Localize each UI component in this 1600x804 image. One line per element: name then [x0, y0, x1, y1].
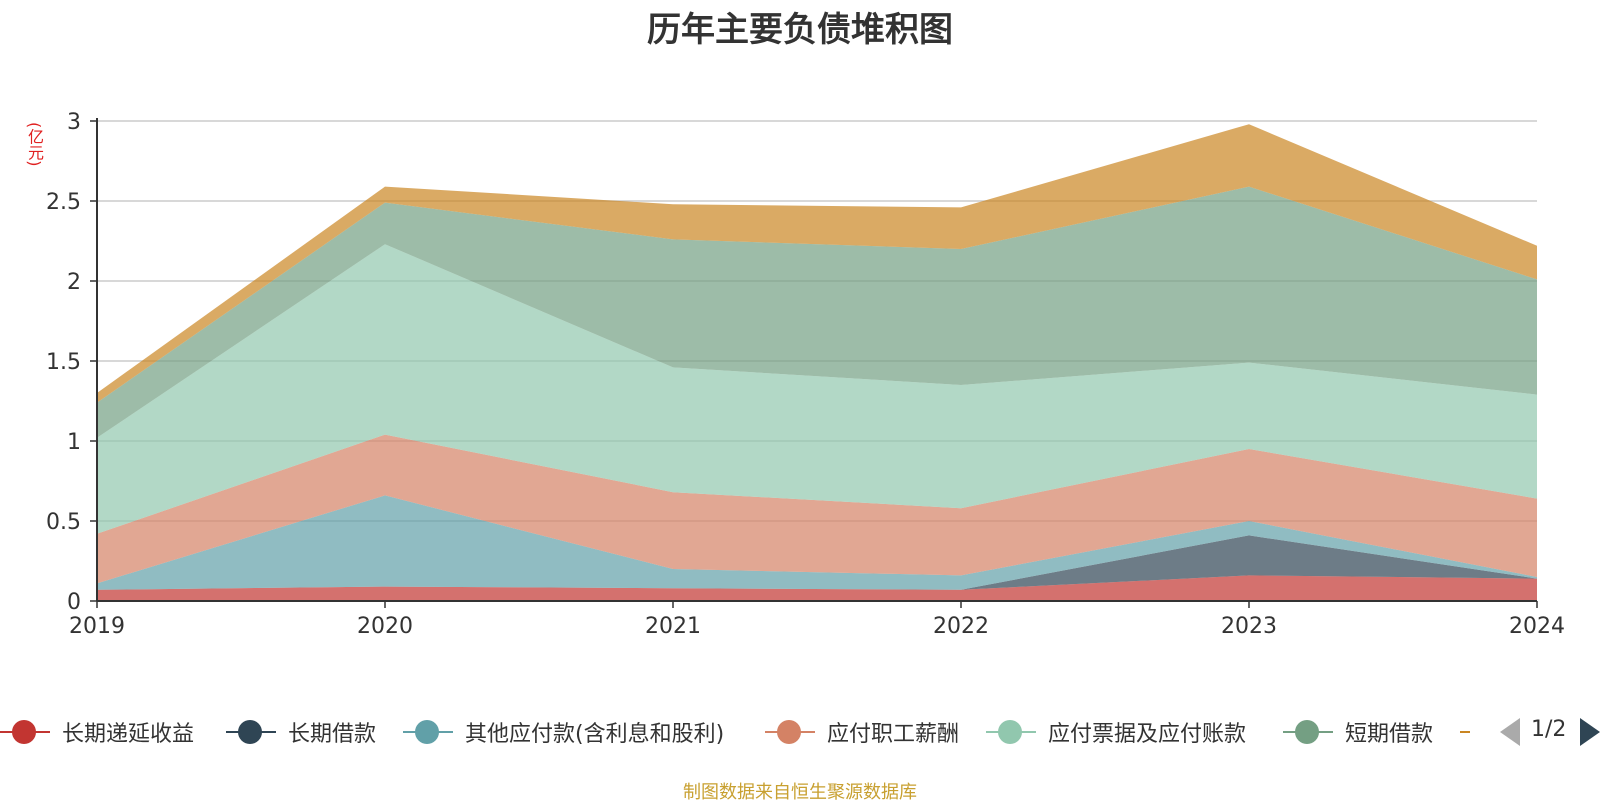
x-tick-label: 2024: [1509, 614, 1565, 639]
y-tick-label: 2.5: [46, 190, 81, 215]
legend-marker-icon: [765, 712, 815, 752]
legend-item[interactable]: 其他应付款(含利息和股利): [403, 712, 724, 752]
legend: 长期递延收益 长期借款 其他应付款(含利息和股利) 应付职工薪酬 应付票据及应付账款 短期…: [0, 712, 1600, 752]
legend-item[interactable]: 长期借款: [226, 712, 376, 752]
source-note: 制图数据来自恒生聚源数据库: [683, 782, 917, 803]
area-series-其他: [97, 124, 1537, 403]
axes: 0 0.5 1 1.5 2 2.5 3 2019 2020 2021 2022 2023 2024: [46, 110, 1565, 639]
area-series-短期借款: [97, 186, 1537, 438]
legend-label: 短期借款: [1345, 722, 1434, 747]
area-series-长期递延收益: [97, 575, 1537, 601]
legend-label: 其他应付款(含利息和股利): [465, 722, 725, 747]
x-tick-label: 2019: [69, 614, 125, 639]
y-tick-label: 3: [67, 110, 81, 135]
y-tick-label: 1: [67, 430, 81, 455]
area-series: [97, 124, 1537, 601]
legend-label: 长期递延收益: [62, 722, 195, 747]
y-tick-label: 2: [67, 270, 81, 295]
area-series-应付票据及应付账款: [97, 244, 1537, 534]
legend-marker-icon: [1283, 712, 1333, 752]
area-series-其他应付款(含利息和股利): [97, 495, 1537, 590]
legend-label: 长期借款: [288, 722, 377, 747]
y-tick-label: 1.5: [46, 350, 81, 375]
legend-item[interactable]: 长期递延收益: [0, 712, 194, 752]
y-tick-label: 0.5: [46, 510, 81, 535]
x-tick-label: 2022: [933, 614, 989, 639]
y-axis-unit-label: (亿元): [25, 122, 44, 167]
legend-label: 应付票据及应付账款: [1048, 722, 1247, 747]
legend-marker-icon: [403, 712, 453, 752]
legend-item[interactable]: 应付职工薪酬: [765, 712, 959, 752]
legend-item-clipped[interactable]: [1460, 712, 1470, 752]
x-tick-label: 2021: [645, 614, 701, 639]
x-tick-label: 2023: [1221, 614, 1277, 639]
legend-prev-page-button[interactable]: [1500, 718, 1520, 746]
legend-label: 应付职工薪酬: [827, 722, 960, 747]
legend-marker-icon: [1460, 712, 1470, 752]
legend-item[interactable]: 应付票据及应付账款: [986, 712, 1246, 752]
legend-marker-icon: [986, 712, 1036, 752]
legend-next-page-button[interactable]: [1580, 718, 1600, 746]
legend-item[interactable]: 短期借款: [1283, 712, 1433, 752]
area-series-应付职工薪酬: [97, 434, 1537, 584]
x-tick-label: 2020: [357, 614, 413, 639]
area-series-长期借款: [97, 535, 1537, 590]
legend-marker-icon: [0, 712, 50, 752]
stacked-area-chart: 0 0.5 1 1.5 2 2.5 3 2019 2020 2021 2022 2023 2024: [46, 110, 1565, 639]
chart-title: 历年主要负债堆积图: [647, 10, 953, 50]
y-tick-label: 0: [67, 590, 81, 615]
legend-page-indicator: 1/2: [1531, 717, 1567, 742]
legend-marker-icon: [226, 712, 276, 752]
